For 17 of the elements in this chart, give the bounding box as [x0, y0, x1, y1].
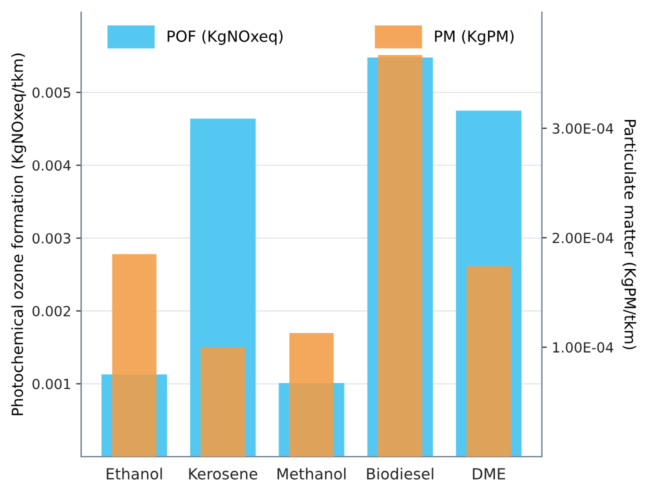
y2-tick-label: 1.00E-04 [553, 342, 614, 353]
y-tick-label: 0.001 [32, 378, 70, 390]
y2-tick-label: 2.00E-04 [552, 232, 614, 244]
x-tick-label: Methanol [278, 468, 346, 480]
x-tick-label: Kerosene [189, 468, 258, 480]
y-tick-label: 0.004 [32, 160, 71, 171]
legend-label: PM (KgPM) [435, 30, 514, 45]
legend-label: POF (KgNOxeq) [168, 30, 283, 45]
y2-tick-label: 3.00E-04 [552, 123, 614, 134]
y-tick-label: 0.005 [32, 87, 70, 98]
x-tick-label: Ethanol [106, 468, 162, 480]
x-tick-label: Biodiesel [367, 468, 434, 480]
y-tick-label: 0.002 [32, 306, 70, 316]
y2-axis-title: Particulate matter (KgPM/tkm) [621, 120, 636, 350]
x-tick-label: DME [472, 468, 506, 480]
y-tick-label: 0.003 [32, 233, 70, 244]
y-axis-title: Photochemical ozone formation (KgNOxeq/tkm) [11, 54, 26, 416]
